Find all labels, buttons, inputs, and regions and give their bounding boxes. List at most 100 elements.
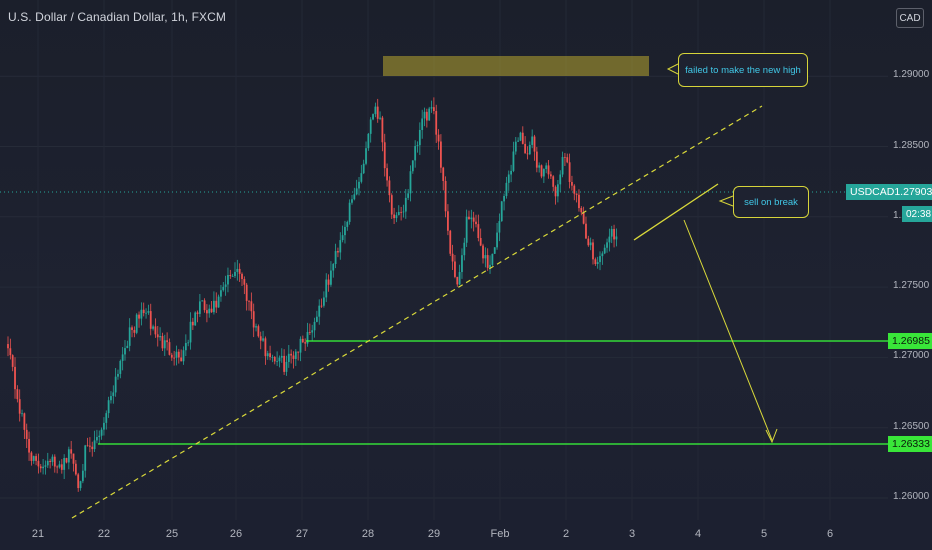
candle (575, 193, 578, 203)
candle (196, 310, 199, 323)
candle (234, 262, 236, 278)
candle (447, 204, 449, 236)
candle (505, 176, 508, 199)
candle-body (7, 344, 9, 349)
candle (213, 291, 215, 315)
candle (360, 164, 363, 184)
candle-body (327, 279, 330, 285)
candle-body (166, 340, 169, 343)
candle-body (580, 208, 583, 213)
candle-body (542, 169, 545, 177)
candle (290, 349, 293, 364)
candle-body (594, 259, 597, 265)
candle (53, 454, 56, 473)
candle-body (486, 255, 489, 268)
candle (119, 359, 122, 379)
candle-body (269, 353, 271, 358)
callout-sell-on-break: sell on break (733, 186, 809, 218)
candle (498, 213, 501, 242)
candle-body (220, 290, 222, 297)
candle (182, 346, 185, 365)
candle (248, 300, 250, 311)
chart-title: U.S. Dollar / Canadian Dollar, 1h, FXCM (8, 10, 226, 24)
candle (510, 164, 512, 183)
candle (266, 350, 269, 360)
candle (463, 237, 466, 261)
candle-body (334, 251, 337, 265)
candle (451, 244, 454, 270)
candle (468, 210, 470, 220)
candle-body (521, 132, 524, 144)
candle (89, 437, 91, 453)
candle (49, 458, 52, 469)
candle (112, 385, 115, 404)
candle (542, 168, 545, 184)
candle-body (252, 311, 255, 328)
candle (257, 324, 260, 338)
candle-body (236, 268, 239, 272)
candle-body (599, 256, 601, 263)
candle (16, 385, 19, 403)
candle-body (601, 253, 604, 257)
candle (549, 171, 552, 179)
candle-body (587, 238, 590, 246)
candle (42, 458, 44, 475)
candle-body (39, 466, 42, 469)
time-tick-label: 22 (97, 528, 111, 540)
candle (587, 235, 590, 247)
candle (131, 325, 133, 338)
candle-body (280, 355, 283, 358)
candle (224, 275, 227, 296)
candle (262, 330, 264, 342)
candle-body (273, 357, 276, 362)
candle (531, 129, 534, 149)
candle-body (311, 330, 314, 333)
candle-body (89, 445, 91, 447)
candle (58, 460, 61, 469)
candle (388, 176, 391, 203)
candle-body (388, 180, 391, 196)
candle (301, 335, 304, 344)
candle (381, 115, 384, 152)
candle-body (444, 180, 447, 212)
candle (528, 141, 531, 156)
candle-body (353, 194, 356, 200)
candle-body (294, 351, 297, 359)
candle-body (285, 361, 288, 372)
candle-body (376, 106, 379, 119)
candle-body (468, 216, 470, 220)
candle-body (32, 456, 35, 461)
candle (409, 165, 412, 202)
candle (552, 175, 555, 192)
candle-body (210, 308, 213, 313)
candle (369, 117, 372, 143)
candle (578, 189, 580, 212)
resistance-zone-rect (383, 56, 649, 76)
candle (280, 348, 283, 363)
currency-badge[interactable]: CAD (896, 8, 924, 28)
candle (124, 339, 126, 361)
candle-body (545, 165, 548, 170)
candle (461, 248, 463, 279)
candle (98, 430, 101, 444)
candle-body (559, 174, 562, 185)
candle-body (400, 211, 403, 213)
candle (615, 228, 618, 247)
candle-body (552, 176, 555, 187)
candle (252, 303, 255, 338)
candle-body (454, 261, 456, 277)
candle (323, 291, 325, 308)
candle (519, 131, 522, 142)
candle-body (49, 460, 52, 462)
candle-body (222, 286, 225, 291)
candle-body (404, 197, 407, 212)
candle (140, 302, 143, 326)
candle (489, 255, 491, 274)
candle (416, 141, 419, 153)
candle (390, 193, 393, 219)
candle-body (37, 460, 40, 467)
candle (585, 216, 587, 239)
candle (23, 412, 26, 440)
time-tick-label: 26 (229, 528, 243, 540)
